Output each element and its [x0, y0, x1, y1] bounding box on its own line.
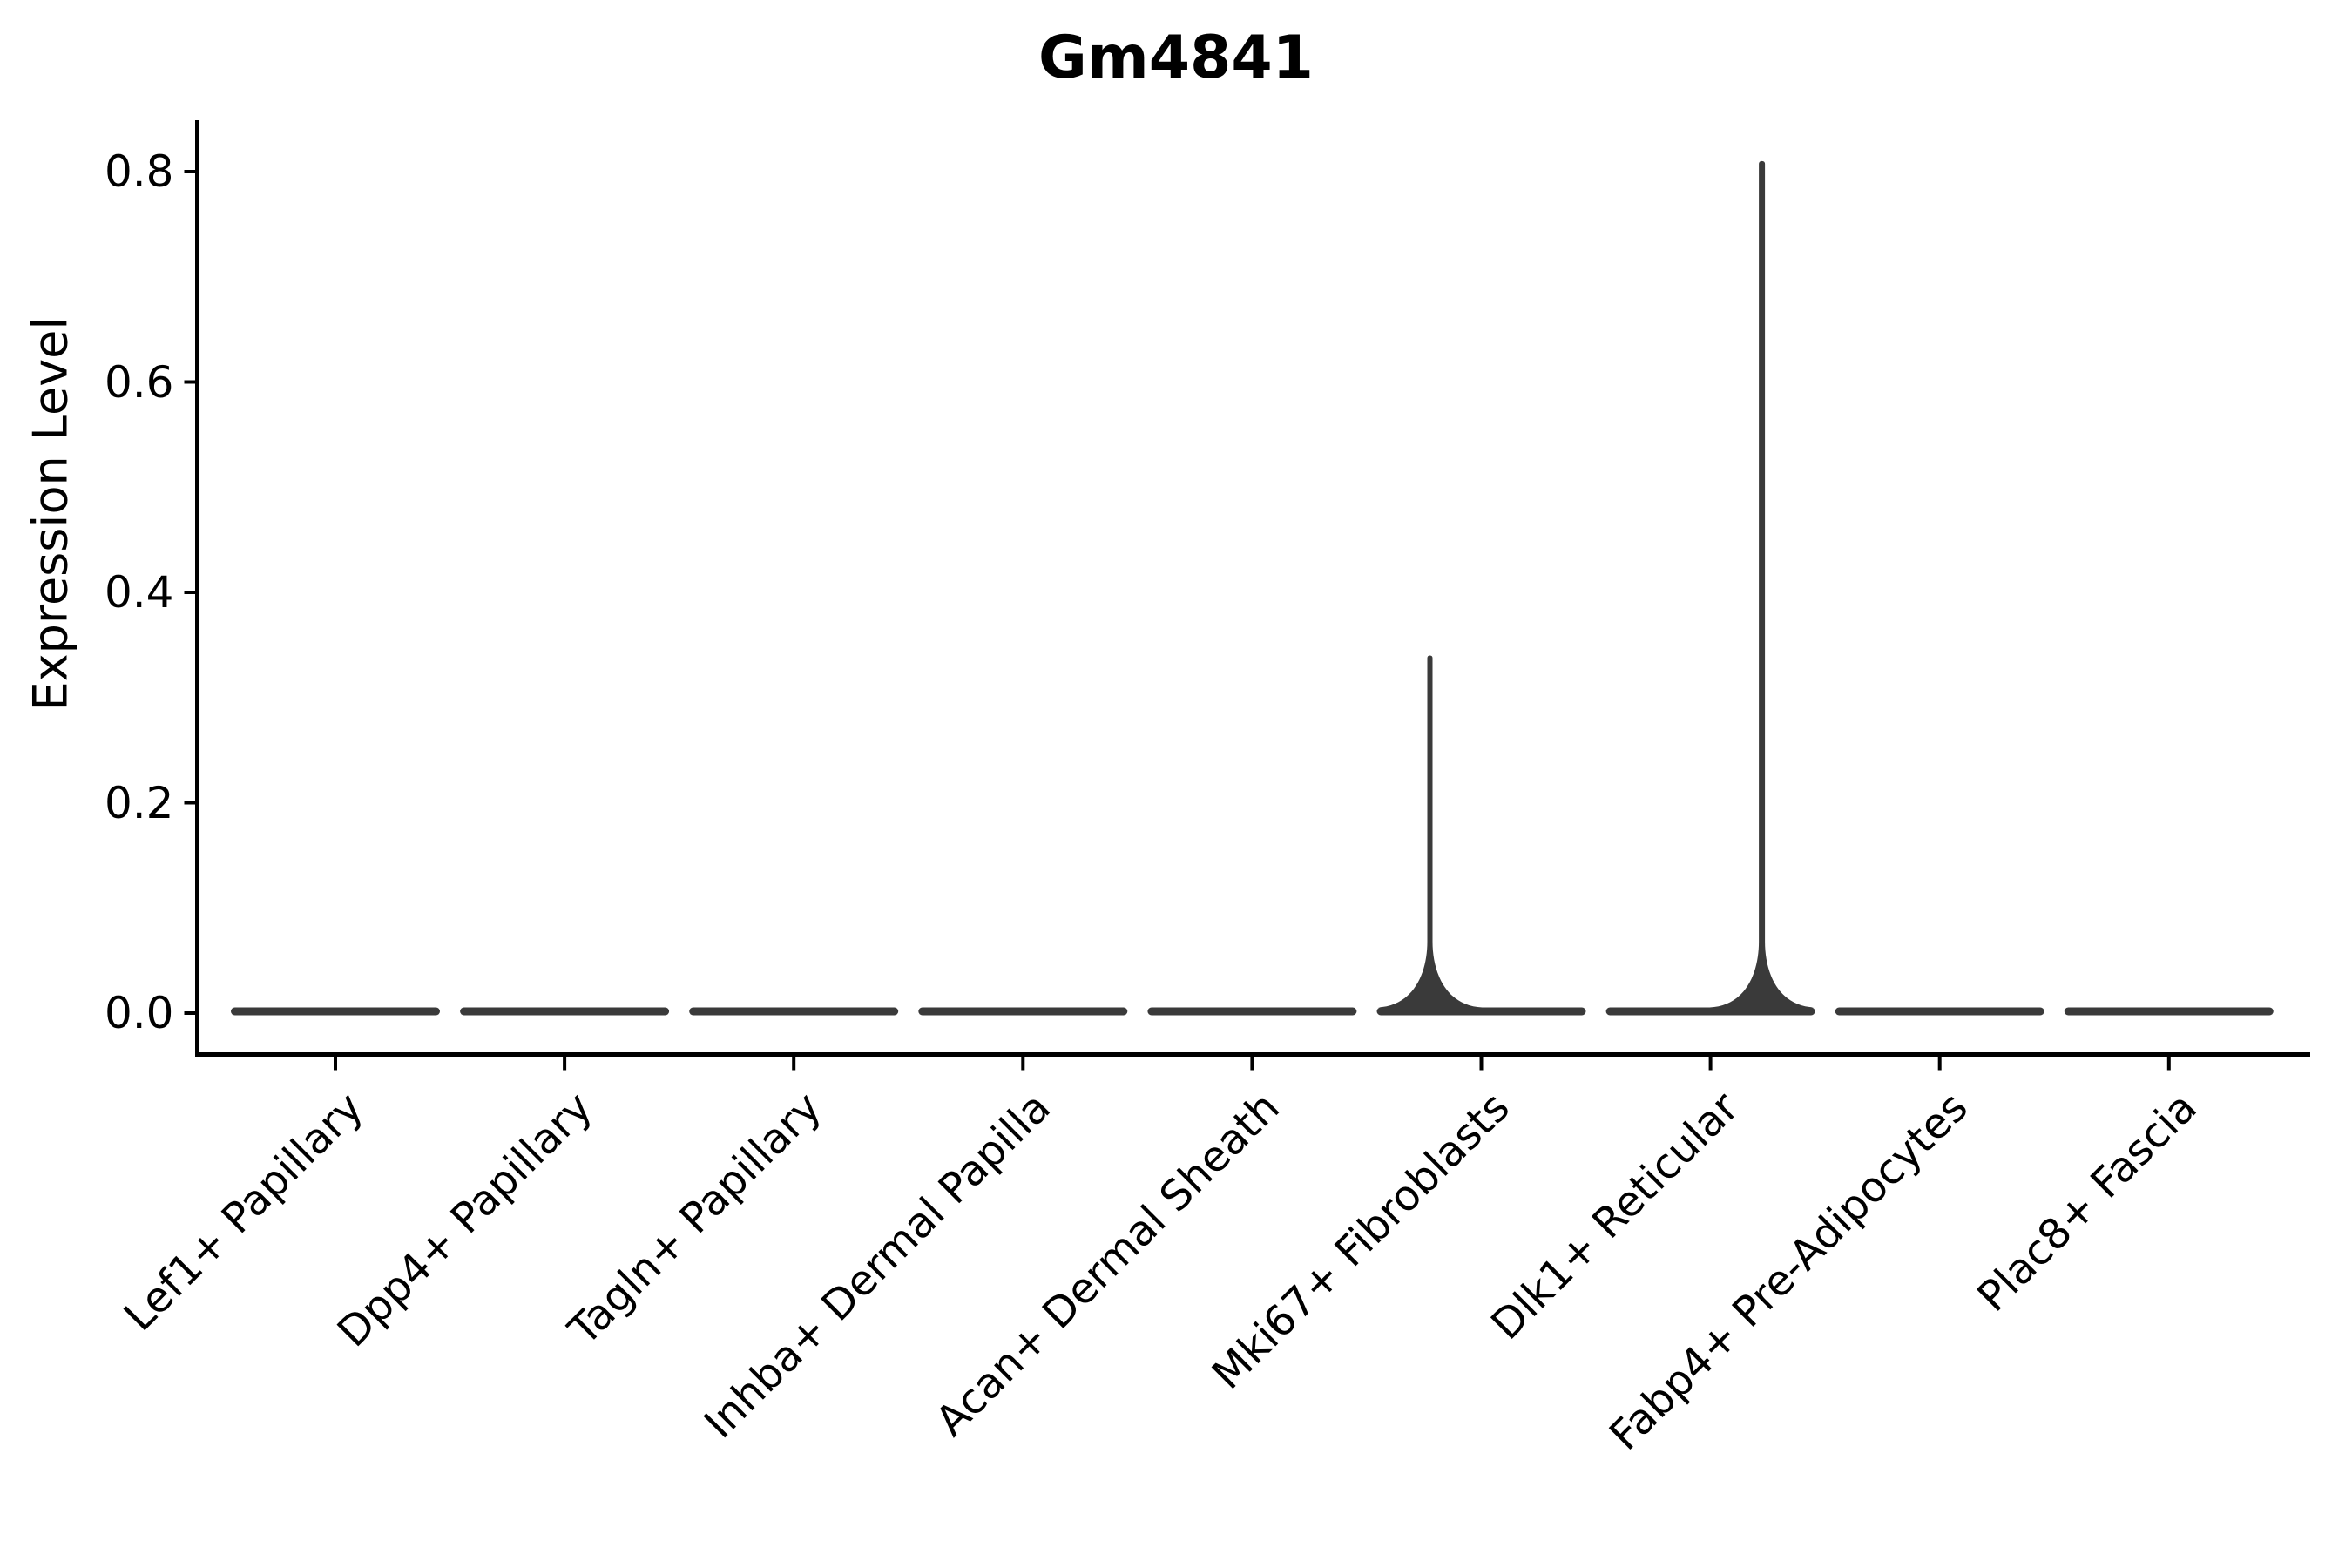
violin-7	[1605, 160, 1815, 1016]
violin-4	[918, 1007, 1128, 1016]
violin-3	[689, 1007, 899, 1016]
violin-8	[1835, 1007, 2044, 1016]
violin-5	[1147, 1007, 1357, 1016]
y-tick-label-0.4: 0.4	[104, 567, 174, 618]
violin-9	[2064, 1007, 2274, 1016]
violin-2	[460, 1007, 670, 1016]
y-tick-label-0.6: 0.6	[104, 356, 174, 408]
violin-1	[231, 1007, 440, 1016]
y-tick-label-0.0: 0.0	[104, 988, 174, 1038]
violin-6	[1376, 655, 1586, 1016]
y-tick-label-0.2: 0.2	[104, 777, 174, 828]
y-tick-label-0.8: 0.8	[104, 146, 174, 197]
chart-title: Gm4841	[1038, 24, 1314, 92]
y-axis-label: Expression Level	[23, 316, 78, 712]
